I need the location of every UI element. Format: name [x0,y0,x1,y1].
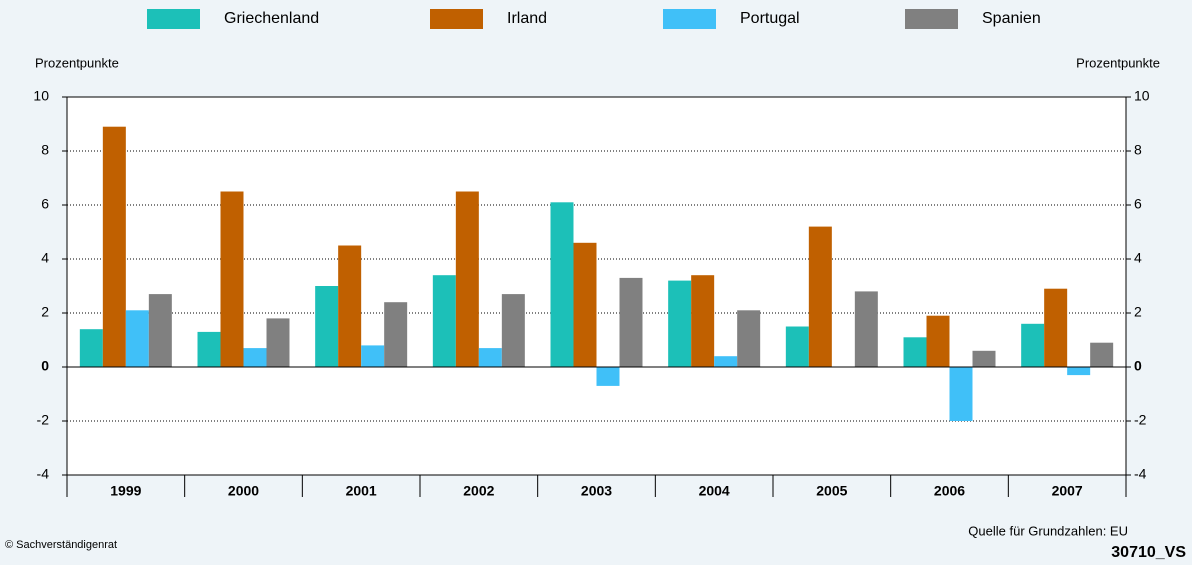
y-tick-label: -2 [37,412,50,428]
code: 30710_VS [1111,544,1186,561]
bar [361,345,385,367]
bar [619,277,643,367]
x-tick-label: 2006 [934,483,965,499]
bar [79,329,103,367]
legend-label: Irland [507,10,547,27]
bar [338,245,362,367]
x-tick-label: 2003 [581,483,612,499]
bar [432,275,456,367]
y-tick-label: -4 [37,466,50,482]
bar [691,275,715,367]
bar [808,226,832,367]
bar [714,356,738,367]
bar [949,367,973,421]
y2-tick-label: 2 [1134,304,1142,320]
source: Quelle für Grundzahlen: EU [968,523,1128,538]
x-tick-label: 1999 [110,483,141,499]
bar [266,318,290,367]
bar [737,310,761,367]
y2-tick-label: 6 [1134,196,1142,212]
bar [926,315,950,367]
y2-tick-label: 8 [1134,142,1142,158]
bar [785,326,809,367]
y2-axis-label: Prozentpunkte [1076,55,1160,70]
y-tick-label: 10 [33,88,49,104]
legend-label: Portugal [740,10,800,27]
y2-tick-label: -2 [1134,412,1147,428]
y-tick-label: 8 [41,142,49,158]
legend-swatch [663,9,716,29]
x-tick-label: 2004 [699,483,730,499]
y-tick-label: 0 [41,358,49,374]
legend-label: Griechenland [224,10,319,27]
legend-label: Spanien [982,10,1041,27]
x-tick-label: 2000 [228,483,259,499]
bar [243,348,267,367]
y2-tick-label: 4 [1134,250,1142,266]
legend-swatch [430,9,483,29]
bar [1044,288,1068,367]
bar [501,294,525,367]
bar [903,337,927,367]
bar [1021,323,1045,367]
bar [550,202,574,367]
bar [573,242,597,367]
y-tick-label: 6 [41,196,49,212]
y-axis-label: Prozentpunkte [35,55,119,70]
bar [854,291,878,367]
bar [220,191,244,367]
bar [1090,342,1114,367]
x-tick-label: 2007 [1052,483,1083,499]
legend-swatch [905,9,958,29]
y2-tick-label: 10 [1134,88,1150,104]
copyright: © Sachverständigenrat [5,539,117,551]
legend-swatch [147,9,200,29]
x-tick-label: 2005 [816,483,847,499]
x-tick-label: 2002 [463,483,494,499]
y2-tick-label: 0 [1134,358,1142,374]
y2-tick-label: -4 [1134,466,1147,482]
bar [102,126,126,367]
y-tick-label: 4 [41,250,49,266]
bar [972,350,996,367]
bar [668,280,692,367]
bar [125,310,149,367]
bar [148,294,172,367]
bar [1067,367,1091,376]
bar [384,302,408,367]
y-tick-label: 2 [41,304,49,320]
bar [197,331,221,367]
bar [315,286,339,367]
bar [478,348,502,367]
x-tick-label: 2001 [346,483,377,499]
bar [596,367,620,386]
bar [455,191,479,367]
